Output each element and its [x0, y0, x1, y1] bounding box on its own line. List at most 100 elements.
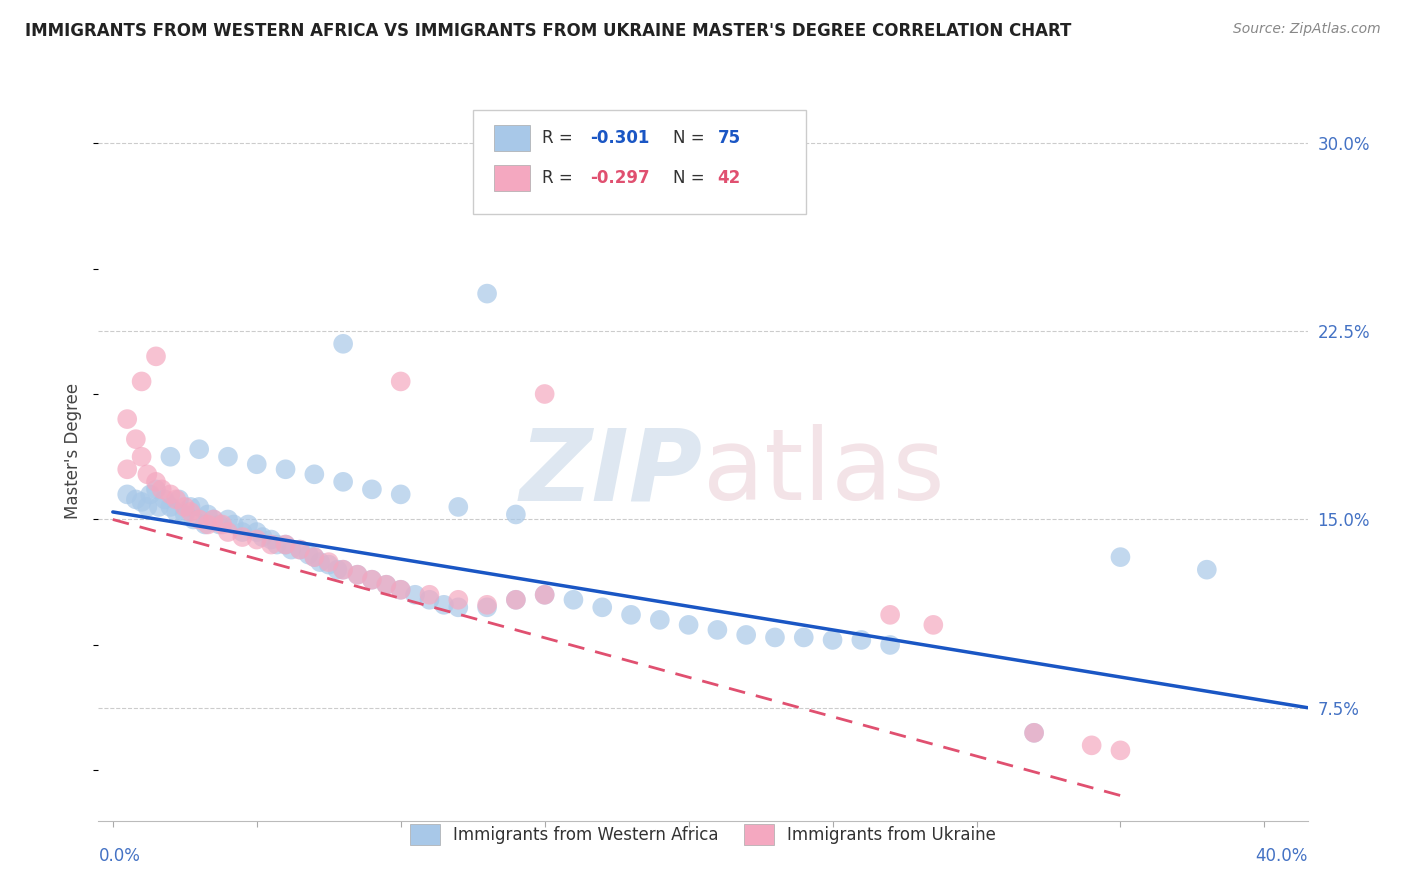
- Point: [274, 538, 297, 552]
- Point: [211, 517, 233, 532]
- Point: [318, 558, 340, 572]
- Point: [304, 467, 326, 482]
- Point: [246, 457, 269, 471]
- Point: [1022, 726, 1045, 740]
- Point: [150, 483, 173, 497]
- Point: [145, 349, 167, 363]
- Point: [202, 512, 225, 526]
- Point: [115, 487, 138, 501]
- Point: [1022, 726, 1045, 740]
- Point: [1080, 739, 1102, 753]
- Point: [361, 483, 384, 497]
- Point: [159, 500, 181, 514]
- FancyBboxPatch shape: [494, 126, 530, 151]
- Point: [145, 475, 167, 489]
- Point: [274, 538, 297, 552]
- Point: [252, 530, 274, 544]
- Point: [1109, 743, 1132, 757]
- Point: [145, 483, 167, 497]
- Point: [131, 375, 153, 389]
- Point: [115, 462, 138, 476]
- Text: R =: R =: [543, 169, 578, 187]
- Point: [231, 530, 253, 544]
- Point: [475, 598, 498, 612]
- Point: [332, 336, 354, 351]
- Point: [361, 573, 384, 587]
- Point: [194, 517, 217, 532]
- Point: [879, 607, 901, 622]
- Point: [505, 508, 527, 522]
- Y-axis label: Master's Degree: Master's Degree: [65, 383, 83, 518]
- Point: [274, 462, 297, 476]
- Text: N =: N =: [672, 129, 710, 147]
- Point: [136, 467, 159, 482]
- Text: IMMIGRANTS FROM WESTERN AFRICA VS IMMIGRANTS FROM UKRAINE MASTER'S DEGREE CORREL: IMMIGRANTS FROM WESTERN AFRICA VS IMMIGR…: [25, 22, 1071, 40]
- Point: [361, 573, 384, 587]
- Point: [375, 578, 398, 592]
- Point: [332, 563, 354, 577]
- Point: [389, 487, 412, 501]
- Point: [346, 567, 368, 582]
- Point: [159, 450, 181, 464]
- Point: [562, 592, 585, 607]
- Point: [533, 588, 555, 602]
- Point: [202, 512, 225, 526]
- Point: [735, 628, 758, 642]
- Point: [346, 567, 368, 582]
- Point: [475, 286, 498, 301]
- Text: 40.0%: 40.0%: [1256, 847, 1308, 864]
- Point: [879, 638, 901, 652]
- Point: [389, 582, 412, 597]
- Point: [288, 542, 311, 557]
- Point: [260, 533, 283, 547]
- Point: [165, 492, 187, 507]
- Point: [236, 517, 259, 532]
- Point: [418, 592, 440, 607]
- Point: [188, 442, 211, 457]
- Point: [332, 563, 354, 577]
- Point: [222, 517, 245, 532]
- Text: N =: N =: [672, 169, 710, 187]
- Point: [620, 607, 643, 622]
- Point: [433, 598, 456, 612]
- Point: [418, 588, 440, 602]
- Point: [260, 538, 283, 552]
- Point: [183, 512, 205, 526]
- Point: [136, 500, 159, 514]
- Point: [533, 387, 555, 401]
- Point: [505, 592, 527, 607]
- Point: [288, 542, 311, 557]
- Text: 42: 42: [717, 169, 741, 187]
- Point: [197, 517, 219, 532]
- Point: [188, 500, 211, 514]
- Point: [678, 618, 700, 632]
- Point: [447, 592, 470, 607]
- Point: [131, 495, 153, 509]
- Text: R =: R =: [543, 129, 578, 147]
- Text: ZIP: ZIP: [520, 425, 703, 521]
- Point: [280, 542, 302, 557]
- Point: [131, 450, 153, 464]
- Point: [217, 450, 239, 464]
- Point: [125, 492, 148, 507]
- Point: [304, 550, 326, 565]
- Point: [763, 631, 786, 645]
- Point: [246, 533, 269, 547]
- Text: 0.0%: 0.0%: [98, 847, 141, 864]
- Point: [153, 492, 176, 507]
- Point: [231, 524, 253, 539]
- Point: [297, 548, 319, 562]
- Point: [173, 508, 195, 522]
- Point: [165, 505, 187, 519]
- Point: [533, 588, 555, 602]
- Point: [159, 487, 181, 501]
- Point: [304, 550, 326, 565]
- Point: [447, 500, 470, 514]
- Point: [447, 600, 470, 615]
- Text: 75: 75: [717, 129, 741, 147]
- Point: [404, 588, 426, 602]
- Point: [180, 500, 202, 514]
- Point: [793, 631, 815, 645]
- Text: -0.297: -0.297: [591, 169, 650, 187]
- Point: [197, 508, 219, 522]
